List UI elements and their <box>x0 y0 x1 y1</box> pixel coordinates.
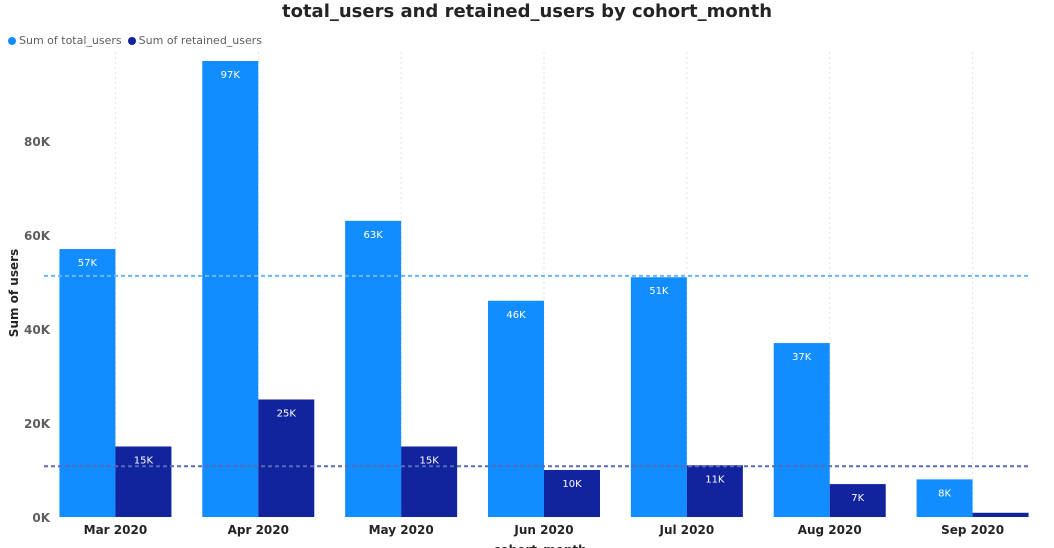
bar-retained-users <box>258 399 315 517</box>
y-axis-title: Sum of users <box>7 249 21 337</box>
legend-label-retained-users: Sum of retained_users <box>138 34 263 47</box>
bar-retained-users <box>686 465 743 517</box>
legend-item-total-users[interactable]: Sum of total_users <box>8 34 122 47</box>
bar-total-users <box>202 61 259 517</box>
x-axis-title: cohort_month <box>493 543 586 548</box>
legend-swatch-total-users <box>8 36 16 45</box>
x-tick-label: Mar 2020 <box>84 523 148 537</box>
y-tick-label: 80K <box>24 135 51 149</box>
bar-retained-users <box>544 469 600 517</box>
bar-retained-users <box>829 484 886 517</box>
data-label: 37K <box>792 352 812 363</box>
y-tick-label: 0K <box>32 511 50 525</box>
bar-total-users <box>630 277 687 517</box>
y-tick-label: 20K <box>24 417 51 431</box>
data-label: 63K <box>363 230 383 241</box>
x-tick-label: Jun 2020 <box>513 523 573 537</box>
data-label: 46K <box>506 310 526 321</box>
x-tick-label: Jul 2020 <box>659 523 715 537</box>
data-label: 97K <box>221 70 241 81</box>
data-label: 7K <box>851 493 864 504</box>
bar-total-users <box>916 479 973 517</box>
x-tick-label: Aug 2020 <box>798 523 862 537</box>
legend-item-retained-users[interactable]: Sum of retained_users <box>127 34 263 47</box>
data-label: 25K <box>277 408 297 419</box>
legend: Sum of total_users Sum of retained_users <box>8 34 262 47</box>
data-label: 57K <box>78 258 98 269</box>
bar-retained-users <box>972 512 1029 517</box>
legend-label-total-users: Sum of total_users <box>19 34 122 47</box>
bar-total-users <box>773 343 830 517</box>
data-label: 15K <box>134 455 154 466</box>
x-tick-label: Apr 2020 <box>228 523 289 537</box>
data-label: 51K <box>649 286 669 297</box>
bar-total-users <box>59 249 116 517</box>
data-label: 10K <box>562 479 582 490</box>
y-tick-label: 40K <box>24 323 51 337</box>
data-label: 8K <box>938 488 951 499</box>
bar-total-users <box>345 220 402 517</box>
legend-swatch-retained-users <box>127 36 136 45</box>
y-tick-label: 60K <box>24 229 51 243</box>
bar-retained-users <box>401 446 458 517</box>
bar-total-users <box>488 300 544 517</box>
data-label: 11K <box>705 474 725 485</box>
x-tick-label: Sep 2020 <box>941 523 1004 537</box>
data-label: 15K <box>419 455 439 466</box>
bar-retained-users <box>115 446 172 517</box>
x-tick-label: May 2020 <box>369 523 434 537</box>
chart-title: total_users and retained_users by cohort… <box>281 1 773 22</box>
